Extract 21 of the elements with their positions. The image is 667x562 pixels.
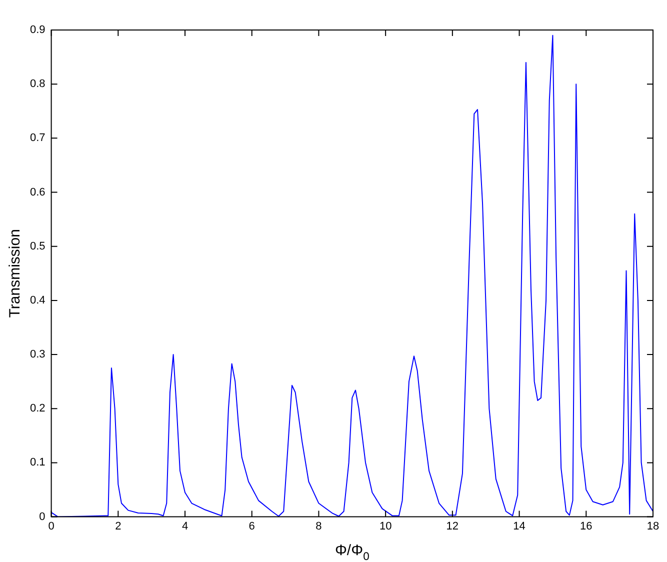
x-tick-label: 14: [513, 520, 526, 532]
y-axis-title: Transmission: [6, 229, 24, 318]
x-tick-label: 0: [48, 520, 54, 532]
y-tick-label: 0.3: [30, 348, 46, 361]
x-tick-label: 10: [379, 520, 392, 532]
y-tick-label: 0: [39, 510, 46, 523]
x-tick-label: 6: [248, 520, 255, 532]
x-tick-label: 2: [115, 520, 122, 532]
x-tick-label: 4: [182, 520, 188, 532]
y-tick-label: 0.5: [30, 240, 46, 252]
x-tick-label: 18: [646, 520, 660, 532]
y-tick-label: 0.8: [30, 78, 46, 90]
y-tick-label: 0.1: [30, 456, 46, 469]
y-tick-label: 0.7: [30, 132, 46, 144]
y-tick-label: 0.6: [30, 186, 46, 198]
y-tick-label: 0.4: [30, 294, 46, 306]
x-tick-label: 12: [446, 520, 459, 532]
y-tick-label: 0.2: [30, 402, 46, 415]
x-tick-label: 16: [580, 520, 592, 532]
y-tick-label: 0.9: [30, 24, 46, 36]
x-tick-label: 8: [316, 520, 322, 532]
